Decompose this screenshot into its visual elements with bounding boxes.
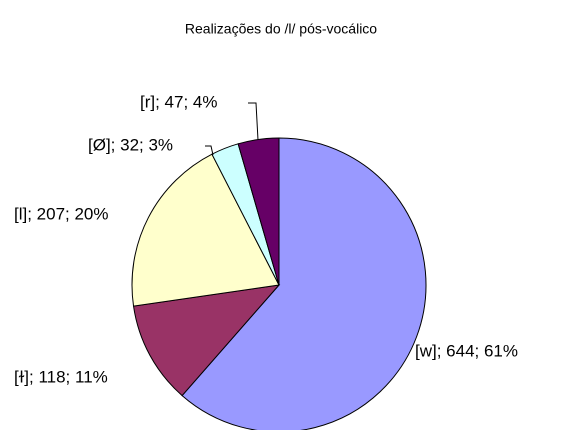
data-label: [l]; 207; 20% [14, 204, 109, 223]
pie-slice [131, 153, 280, 307]
leader-line [205, 145, 214, 156]
data-label: [ɫ]; 118; 11% [14, 367, 108, 386]
data-label: [r]; 47; 4% [140, 92, 217, 111]
data-label: [Ø]; 32; 3% [88, 135, 173, 154]
leader-line [248, 102, 259, 141]
chart-title: Realizações do /l/ pós-vocálico [185, 21, 377, 37]
data-label: [w]; 644; 61% [415, 341, 518, 360]
pie-slice [132, 284, 281, 397]
